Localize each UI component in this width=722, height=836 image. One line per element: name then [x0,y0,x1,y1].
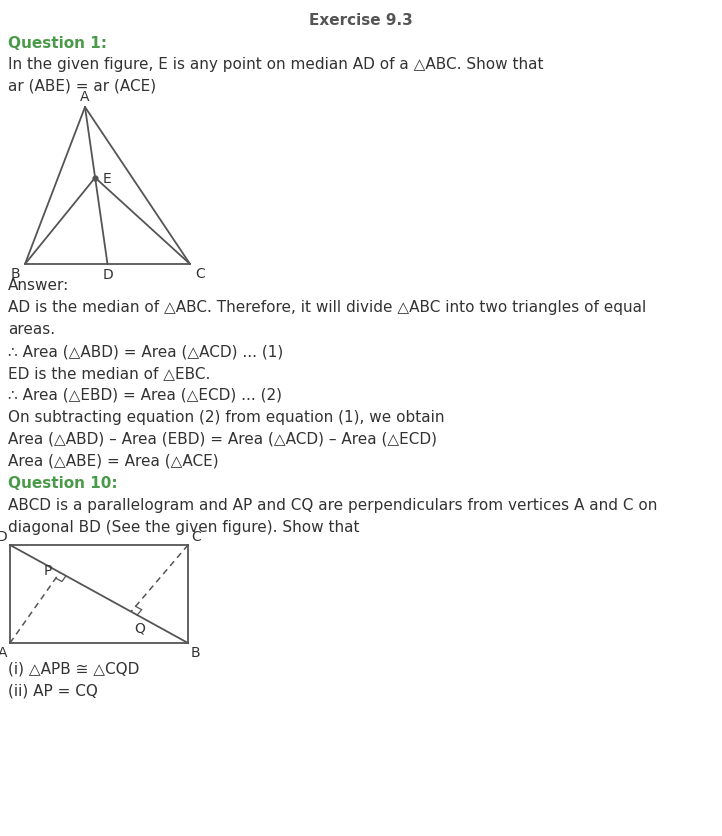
Text: ar (ABE) = ar (ACE): ar (ABE) = ar (ACE) [8,78,156,93]
Text: In the given figure, E is any point on median AD of a △ABC. Show that: In the given figure, E is any point on m… [8,57,544,72]
Text: AD is the median of △ABC. Therefore, it will divide △ABC into two triangles of e: AD is the median of △ABC. Therefore, it … [8,299,646,314]
Text: Area (△ABD) – Area (EBD) = Area (△ACD) – Area (△ECD): Area (△ABD) – Area (EBD) = Area (△ACD) –… [8,431,437,446]
Text: E: E [102,171,111,186]
Text: ED is the median of △EBC.: ED is the median of △EBC. [8,365,210,380]
Text: Question 1:: Question 1: [8,36,107,51]
Text: Q: Q [134,621,145,635]
Text: areas.: areas. [8,322,55,337]
Text: A: A [80,90,90,104]
Text: ABCD is a parallelogram and AP and CQ are perpendiculars from vertices A and C o: ABCD is a parallelogram and AP and CQ ar… [8,497,657,512]
Text: Answer:: Answer: [8,278,69,293]
Text: C: C [191,529,201,543]
Text: diagonal BD (See the given figure). Show that: diagonal BD (See the given figure). Show… [8,519,360,534]
Text: Exercise 9.3: Exercise 9.3 [309,13,413,28]
Text: On subtracting equation (2) from equation (1), we obtain: On subtracting equation (2) from equatio… [8,410,445,425]
Text: D: D [0,529,7,543]
Text: B: B [10,267,20,281]
Text: (ii) AP = CQ: (ii) AP = CQ [8,683,98,698]
Text: C: C [195,267,205,281]
Text: Question 10:: Question 10: [8,476,118,491]
Text: ∴ Area (△EBD) = Area (△ECD) ... (2): ∴ Area (△EBD) = Area (△ECD) ... (2) [8,388,282,402]
Text: Area (△ABE) = Area (△ACE): Area (△ABE) = Area (△ACE) [8,453,219,468]
Text: B: B [191,645,201,660]
Text: P: P [43,563,52,578]
Text: (i) △APB ≅ △CQD: (i) △APB ≅ △CQD [8,661,139,676]
Text: ∴ Area (△ABD) = Area (△ACD) ... (1): ∴ Area (△ABD) = Area (△ACD) ... (1) [8,344,283,359]
Text: D: D [102,268,113,282]
Text: A: A [0,645,7,660]
